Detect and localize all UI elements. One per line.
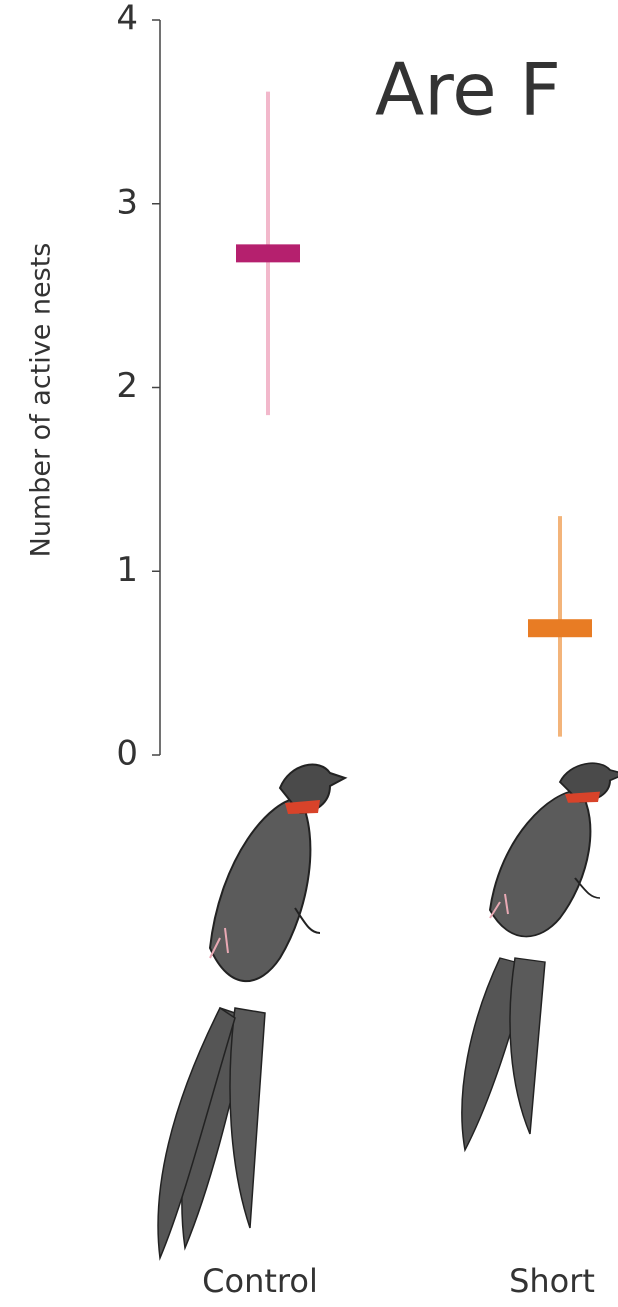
bird-illustration [460, 762, 618, 1151]
y-tick-label: 0 [116, 734, 138, 774]
y-tick-label: 2 [116, 366, 138, 406]
y-axis-label: Number of active nests [26, 243, 57, 558]
y-tick-label: 4 [116, 0, 138, 39]
y-tick-label: 1 [116, 550, 138, 590]
x-category-label: Control [202, 1262, 318, 1300]
bird-illustration [158, 765, 345, 1258]
x-category-label: Short [509, 1262, 595, 1300]
mean-marker [528, 619, 592, 638]
mean-marker [236, 244, 300, 263]
y-tick-label: 3 [116, 182, 138, 222]
chart-title: Are F [375, 48, 561, 132]
